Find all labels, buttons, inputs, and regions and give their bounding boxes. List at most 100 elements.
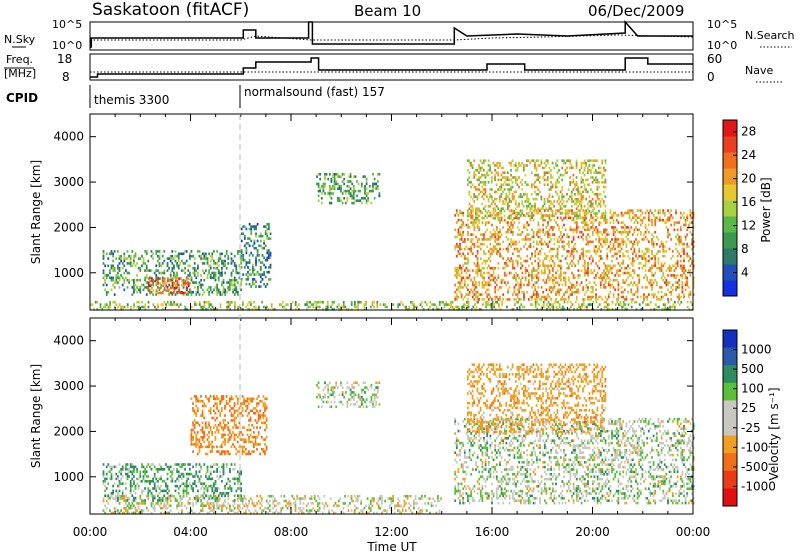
scatter-cell [558,197,560,201]
scatter-cell [126,286,129,289]
scatter-cell [142,465,145,469]
scatter-cell [118,254,121,258]
scatter-cell [494,230,497,234]
scatter-cell [253,300,255,304]
scatter-cell [592,308,595,311]
scatter-cell [590,286,593,289]
scatter-cell [548,217,551,220]
scatter-cell [556,250,559,253]
scatter-cell [598,235,601,239]
scatter-cell [596,197,599,201]
scatter-cell [136,290,138,294]
scatter-cell [459,242,461,246]
scatter-cell [327,177,330,181]
scatter-cell [478,207,480,210]
scatter-cell [691,247,693,251]
scatter-cell [671,274,674,277]
scatter-cell [602,181,605,184]
scatter-cell [646,278,649,282]
scatter-cell [455,245,458,248]
scatter-cell [486,195,488,198]
scatter-cell [503,181,506,184]
colorbar-swatch [723,280,737,297]
scatter-cell [131,472,134,476]
scatter-cell [179,504,182,508]
scatter-cell [389,506,391,510]
scatter-cell [158,257,161,260]
scatter-cell [398,303,401,306]
scatter-cell [474,195,477,198]
scatter-cell [531,216,533,220]
scatter-cell [297,497,300,500]
scatter-cell [489,212,492,215]
scatter-cell [617,245,620,248]
scatter-cell [459,264,461,268]
scatter-cell [229,286,231,289]
scatter-cell [590,205,592,208]
scatter-cell [675,262,677,265]
scatter-cell [474,212,477,215]
scatter-cell [596,193,599,196]
scatter-cell [152,499,154,502]
scatter-cell [440,300,443,304]
scatter-cell [510,259,513,263]
scatter-cell [518,240,521,244]
scatter-cell [221,259,223,263]
scatter-cell [473,276,476,280]
scatter-cell [248,499,250,503]
scatter-cell [484,183,487,186]
scatter-cell [539,228,541,232]
scatter-cell [142,257,145,260]
scatter-cell [168,504,170,508]
scatter-cell [513,274,516,277]
scatter-cell [550,214,552,218]
scatter-cell [612,254,615,258]
scatter-cell [184,305,187,309]
scatter-cell [421,509,423,512]
scatter-cell [125,494,127,497]
scatter-cell [171,303,174,306]
scatter-cell [562,159,565,162]
scatter-cell [248,261,251,264]
scatter-cell [269,232,272,236]
scatter-cell [340,189,342,193]
scatter-cell [190,305,193,309]
scatter-cell [615,240,618,244]
scatter-cell [615,228,618,232]
scatter-cell [117,511,119,515]
scatter-cell [644,211,647,215]
scatter-cell [535,274,538,277]
scatter-cell [628,240,631,244]
scatter-cell [454,290,457,294]
scatter-cell [550,238,553,241]
scatter-cell [587,264,589,268]
scatter-cell [478,298,481,301]
scatter-cell [336,199,339,202]
scatter-cell [529,207,532,210]
scatter-cell [593,281,596,284]
scatter-cell [526,159,528,162]
scatter-cell [438,303,441,306]
scatter-cell [432,308,435,311]
scatter-cell [551,247,554,251]
scatter-cell [585,212,588,215]
scatter-cell [635,214,637,217]
scatter-cell [638,250,641,253]
scatter-cell [490,178,493,182]
scatter-cell [306,308,308,311]
scatter-cell [421,497,423,500]
scatter-cell [590,176,592,179]
scatter-cell [457,230,460,234]
scatter-cell [473,193,476,196]
scatter-cell [619,250,621,253]
scatter-cell [511,209,514,212]
scatter-cell [503,218,506,222]
scatter-cell [166,264,169,268]
scatter-cell [579,274,581,277]
scatter-cell [542,217,544,220]
scatter-cell [166,487,169,490]
scatter-cell [424,300,427,304]
nsky-label: N.Sky [4,33,36,46]
scatter-cell [411,511,414,515]
scatter-cell [530,159,533,162]
